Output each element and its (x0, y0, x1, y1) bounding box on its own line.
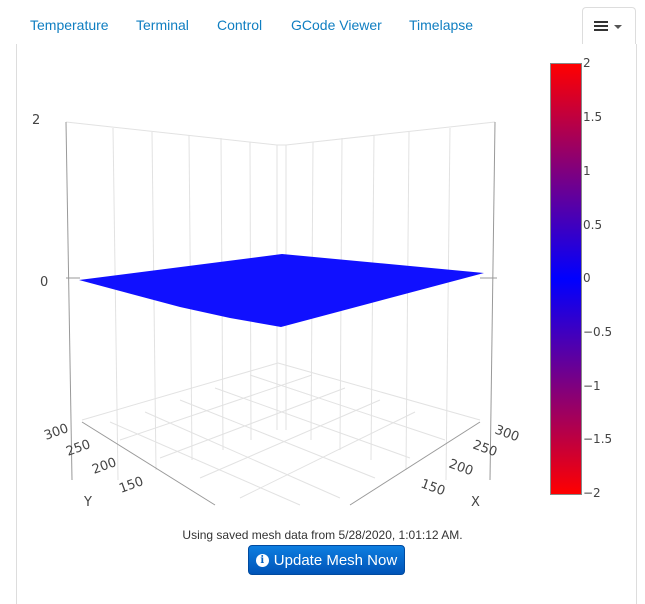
colorbar (550, 63, 582, 495)
colorbar-tick: −1 (583, 379, 601, 393)
colorbar-tick: 0.5 (583, 218, 603, 232)
bed-visualizer-panel (16, 44, 637, 604)
update-mesh-button[interactable]: i Update Mesh Now (248, 545, 405, 575)
tab-timelapse[interactable]: Timelapse (409, 17, 474, 33)
colorbar-tick: −1.5 (583, 432, 613, 446)
x-tick-200: 200 (447, 457, 475, 480)
colorbar-tick: 0 (583, 271, 591, 285)
x-tick-150: 150 (419, 477, 447, 500)
tab-control[interactable]: Control (217, 17, 263, 33)
caret-down-icon (614, 25, 622, 29)
y-tick-200: 200 (90, 455, 118, 478)
z-tick-2: 2 (32, 113, 40, 128)
y-tick-250: 250 (64, 437, 92, 460)
tab-menu-dropdown[interactable] (582, 7, 636, 45)
mesh-3d-plot[interactable]: 2 0 300 250 200 150 Y 300 250 200 150 X (0, 0, 645, 588)
colorbar-tick: 1 (583, 164, 591, 178)
y-axis-label: Y (83, 495, 92, 510)
info-circle-icon: i (255, 553, 269, 567)
tab-terminal[interactable]: Terminal (136, 17, 189, 33)
update-mesh-label: Update Mesh Now (273, 551, 398, 569)
tab-temperature[interactable]: Temperature (30, 17, 109, 33)
hamburger-icon (594, 21, 608, 32)
x-axis-label: X (471, 495, 480, 510)
x-tick-300: 300 (493, 423, 521, 446)
y-tick-300: 300 (42, 421, 70, 444)
tab-gcode-viewer[interactable]: GCode Viewer (291, 17, 382, 33)
colorbar-tick: 1.5 (583, 110, 603, 124)
colorbar-tick: 2 (583, 56, 591, 70)
x-tick-250: 250 (471, 438, 499, 461)
mesh-surface (79, 254, 484, 327)
colorbar-tick: −0.5 (583, 325, 613, 339)
z-tick-0: 0 (40, 275, 48, 290)
mesh-status-text: Using saved mesh data from 5/28/2020, 1:… (182, 528, 463, 542)
colorbar-tick: −2 (583, 486, 601, 500)
y-tick-150: 150 (117, 474, 145, 497)
